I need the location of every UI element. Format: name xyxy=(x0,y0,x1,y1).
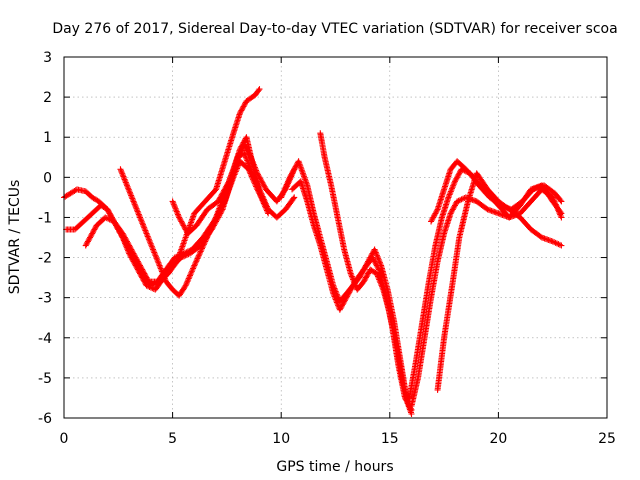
y-tick-label: 0 xyxy=(43,170,52,186)
y-tick-label: -2 xyxy=(38,251,52,267)
y-tick-label: 1 xyxy=(43,130,52,146)
y-tick-label: -5 xyxy=(38,371,52,387)
y-axis-label: SDTVAR / TECUs xyxy=(7,180,23,295)
x-tick-label: 10 xyxy=(272,431,290,447)
data-series xyxy=(406,166,565,401)
data-series xyxy=(317,130,413,409)
data-series xyxy=(434,170,565,393)
x-tick-label: 5 xyxy=(168,431,177,447)
y-tick-label: -6 xyxy=(38,411,52,427)
y-tick-label: -4 xyxy=(38,331,52,347)
y-tick-label: 3 xyxy=(43,50,52,66)
x-tick-label: 15 xyxy=(381,431,399,447)
x-tick-label: 0 xyxy=(60,431,69,447)
plot-frame xyxy=(63,56,608,419)
axis-ticks: 0 5 10 15 20 25 -6 -5 -4 -3 -2 -1 0 1 2 3 xyxy=(38,50,616,447)
y-tick-label: -1 xyxy=(38,210,52,226)
chart-title: Day 276 of 2017, Sidereal Day-to-day VTE… xyxy=(52,21,617,37)
y-tick-label: 2 xyxy=(43,90,52,106)
y-tick-label: -3 xyxy=(38,291,52,307)
data-points xyxy=(61,86,565,417)
x-axis-label: GPS time / hours xyxy=(276,459,393,475)
x-tick-label: 25 xyxy=(598,431,616,447)
x-tick-label: 20 xyxy=(489,431,507,447)
data-series xyxy=(428,158,565,225)
